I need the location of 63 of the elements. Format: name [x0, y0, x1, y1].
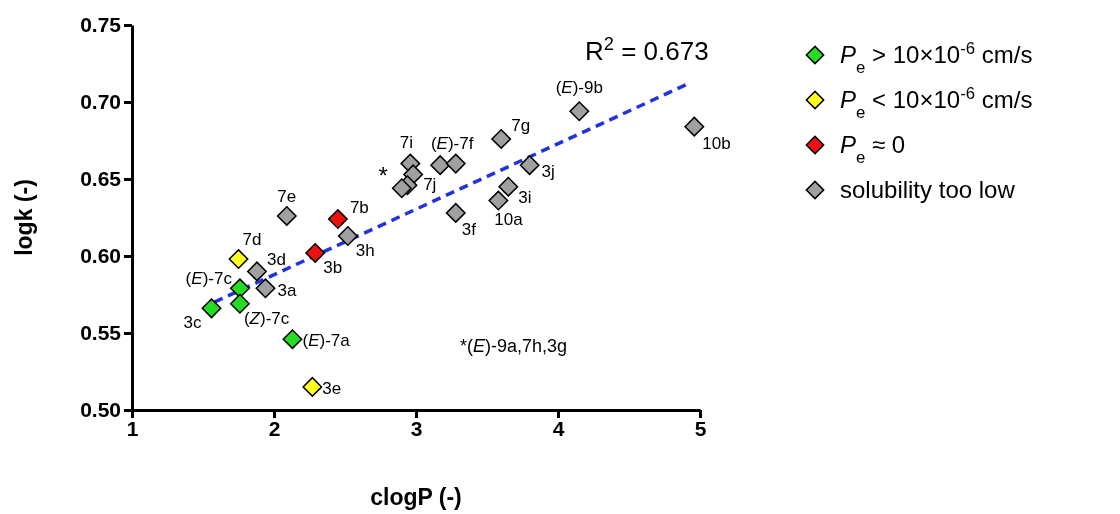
- y-tick-label: 0.50: [80, 398, 121, 422]
- annotation: 10a: [494, 209, 524, 229]
- annotation: (E)-9b: [555, 78, 603, 98]
- point: [255, 278, 276, 299]
- annotation: 3c: [183, 313, 203, 333]
- annotation: 10b: [702, 133, 731, 153]
- y-tick-label: 0.55: [80, 321, 122, 345]
- annotation: 3b: [323, 257, 343, 277]
- annotation: 3a: [277, 281, 297, 301]
- annotation: 7g: [511, 115, 531, 135]
- legend-label: P$_{e}$ ≈ 0: [840, 131, 906, 167]
- point: [498, 176, 519, 197]
- point: [430, 155, 451, 176]
- annotation: R$^{2}$ = 0.673: [585, 34, 709, 66]
- annotation: 3j: [541, 162, 555, 182]
- y-tick-label: 0.65: [80, 167, 122, 191]
- point: [201, 298, 222, 319]
- annotation: (E)-7a: [302, 331, 351, 351]
- annotation: 3i: [518, 187, 532, 207]
- x-axis-title: clogP (-): [370, 484, 462, 510]
- point: [519, 155, 540, 176]
- point: [488, 190, 509, 211]
- point: [305, 242, 326, 263]
- annotation: 7j: [423, 175, 437, 195]
- annotation: *: [378, 162, 388, 190]
- point: [684, 116, 705, 137]
- annotation: 3e: [322, 378, 342, 398]
- x-tick-label: 3: [410, 416, 423, 440]
- y-tick-label: 0.70: [80, 90, 121, 114]
- point: [276, 205, 297, 226]
- legend-label: P$_{e}$ > 10×10$^{-6}$ cm/s: [840, 38, 1033, 77]
- x-tick-label: 4: [552, 416, 565, 440]
- point: [282, 329, 303, 350]
- point: [445, 153, 466, 174]
- annotation: *(E)-9a,7h,3g: [460, 336, 568, 356]
- point: [327, 209, 348, 230]
- x-tick-label: 1: [126, 416, 139, 440]
- annotation: 7d: [242, 230, 262, 250]
- point: [569, 101, 590, 122]
- annotation: (E)-7f: [430, 134, 474, 154]
- point: [228, 249, 249, 270]
- point: [391, 178, 412, 199]
- point: [445, 202, 466, 223]
- y-tick-label: 0.75: [80, 13, 122, 37]
- legend-label: solubility too low: [840, 176, 1016, 203]
- point: [229, 293, 250, 314]
- annotation: 3d: [266, 250, 286, 270]
- annotation: (Z)-7c: [243, 308, 290, 328]
- y-axis-title: logk (-): [11, 179, 37, 256]
- y-tick-label: 0.60: [80, 244, 121, 268]
- point: [337, 226, 358, 246]
- point: [246, 261, 267, 282]
- annotation: 3h: [355, 240, 375, 260]
- annotation: 3f: [461, 219, 477, 239]
- annotation: 7i: [399, 132, 413, 152]
- legend-label: P$_{e}$ < 10×10$^{-6}$ cm/s: [840, 83, 1033, 122]
- annotation: 7b: [349, 198, 369, 218]
- point: [491, 128, 512, 149]
- x-tick-label: 5: [694, 416, 707, 440]
- point: [302, 376, 323, 397]
- annotation: 7e: [277, 186, 297, 206]
- annotation: (E)-7c: [185, 269, 233, 289]
- x-tick-label: 2: [268, 416, 281, 440]
